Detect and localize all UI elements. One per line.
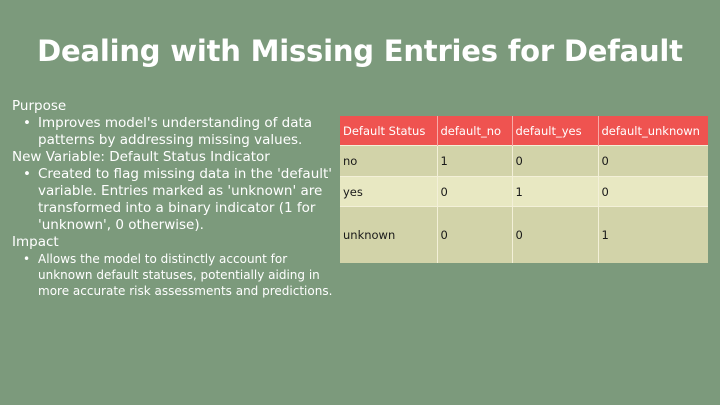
table-header-cell: Default Status: [340, 116, 438, 146]
table-cell: unknown: [340, 206, 438, 263]
table-cell: no: [340, 145, 438, 177]
bullet-list-new-variable: Created to flag missing data in the 'def…: [12, 166, 337, 234]
table-cell: 0: [512, 145, 599, 177]
table-row: unknown 0 0 1: [340, 206, 708, 263]
table-header-cell: default_yes: [512, 116, 599, 146]
table-cell: 0: [437, 176, 513, 207]
bullet-item: Allows the model to distinctly account f…: [23, 251, 337, 299]
table-row: no 1 0 0: [340, 145, 708, 177]
table-cell: 0: [598, 145, 708, 177]
slide-body: Purpose Improves model's understanding o…: [12, 98, 337, 299]
bullet-item: Created to flag missing data in the 'def…: [23, 166, 337, 234]
table-row: yes 0 1 0: [340, 176, 708, 207]
table-cell: yes: [340, 176, 438, 207]
section-heading-impact: Impact: [12, 234, 59, 250]
table-header-cell: default_unknown: [598, 116, 708, 146]
table-cell: 1: [437, 145, 513, 177]
bullet-list-purpose: Improves model's understanding of data p…: [12, 115, 337, 149]
table-cell: 1: [598, 206, 708, 263]
bullet-item: Improves model's understanding of data p…: [23, 115, 337, 149]
table-cell: 0: [598, 176, 708, 207]
slide-title: Dealing with Missing Entries for Default: [37, 34, 683, 68]
table-header-row: Default Status default_no default_yes de…: [340, 116, 708, 146]
table-cell: 0: [437, 206, 513, 263]
default-status-table: Default Status default_no default_yes de…: [340, 116, 708, 263]
table-cell: 0: [512, 206, 599, 263]
table-cell: 1: [512, 176, 599, 207]
table-header-cell: default_no: [437, 116, 513, 146]
section-heading-purpose: Purpose: [12, 98, 67, 114]
section-heading-new-variable: New Variable: Default Status Indicator: [12, 149, 270, 165]
bullet-list-impact: Allows the model to distinctly account f…: [12, 251, 337, 299]
